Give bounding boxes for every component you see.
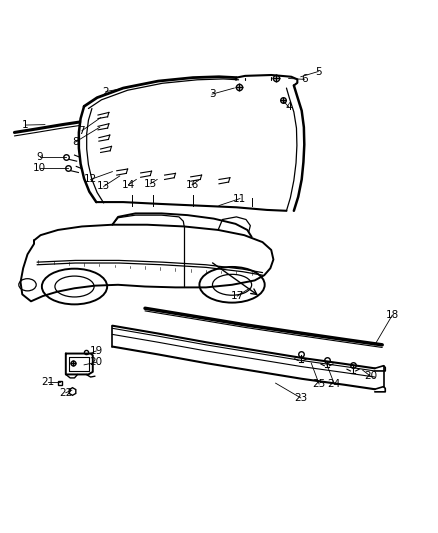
Text: 3: 3 — [209, 89, 215, 99]
Text: 20: 20 — [90, 357, 103, 367]
Text: 5: 5 — [315, 67, 321, 77]
Text: 6: 6 — [301, 75, 307, 84]
Text: 16: 16 — [185, 180, 199, 190]
Text: 15: 15 — [144, 179, 157, 189]
Text: 21: 21 — [41, 377, 54, 387]
Text: 23: 23 — [294, 393, 307, 403]
Text: 1: 1 — [22, 120, 28, 130]
Text: 4: 4 — [285, 102, 292, 112]
Text: 20: 20 — [364, 371, 377, 381]
Text: 19: 19 — [90, 346, 103, 356]
Text: 18: 18 — [385, 310, 399, 320]
Text: 12: 12 — [84, 174, 97, 184]
Text: 2: 2 — [102, 86, 109, 96]
Text: 17: 17 — [231, 291, 244, 301]
Text: 8: 8 — [72, 137, 79, 147]
Text: 24: 24 — [328, 379, 341, 389]
Text: 14: 14 — [122, 180, 135, 190]
Text: 25: 25 — [312, 379, 326, 389]
Text: 11: 11 — [233, 193, 247, 204]
Text: 10: 10 — [33, 163, 46, 173]
Text: 13: 13 — [97, 181, 110, 191]
Text: 9: 9 — [36, 152, 43, 162]
Text: 7: 7 — [78, 126, 85, 136]
Text: 22: 22 — [59, 387, 72, 398]
